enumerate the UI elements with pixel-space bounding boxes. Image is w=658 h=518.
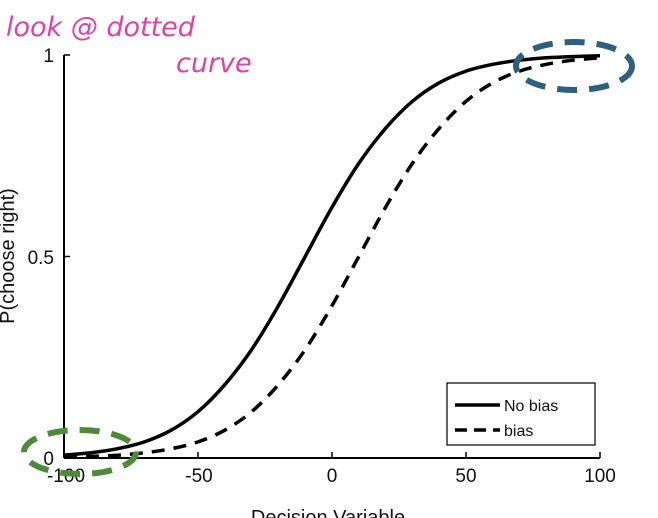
- annotation-line-1: look @ dotted: [6, 12, 196, 43]
- legend-label-no-bias: No bias: [504, 398, 558, 415]
- x-tick-label-50: 50: [455, 466, 476, 487]
- y-axis-label: P(choose right): [0, 188, 19, 324]
- legend: No bias bias: [446, 382, 596, 446]
- highlight-ellipse-lower-left: [21, 427, 139, 477]
- x-tick-label-0: 0: [327, 466, 338, 487]
- highlight-ellipse-upper-right: [513, 39, 635, 93]
- x-tick-label-neg50: -50: [185, 466, 212, 487]
- annotation-line-2: curve: [176, 48, 252, 79]
- x-tick-label-100: 100: [584, 466, 616, 487]
- series-line-bias: [63, 56, 601, 459]
- x-axis-label: Decision Variable: [251, 507, 405, 518]
- series-line-no-bias: [63, 54, 601, 457]
- y-tick-label-0-5: 0.5: [28, 248, 54, 269]
- legend-box: [446, 382, 596, 446]
- y-tick-label-1: 1: [43, 46, 54, 67]
- legend-label-bias: bias: [504, 423, 533, 440]
- y-tick-label-0: 0: [43, 449, 54, 470]
